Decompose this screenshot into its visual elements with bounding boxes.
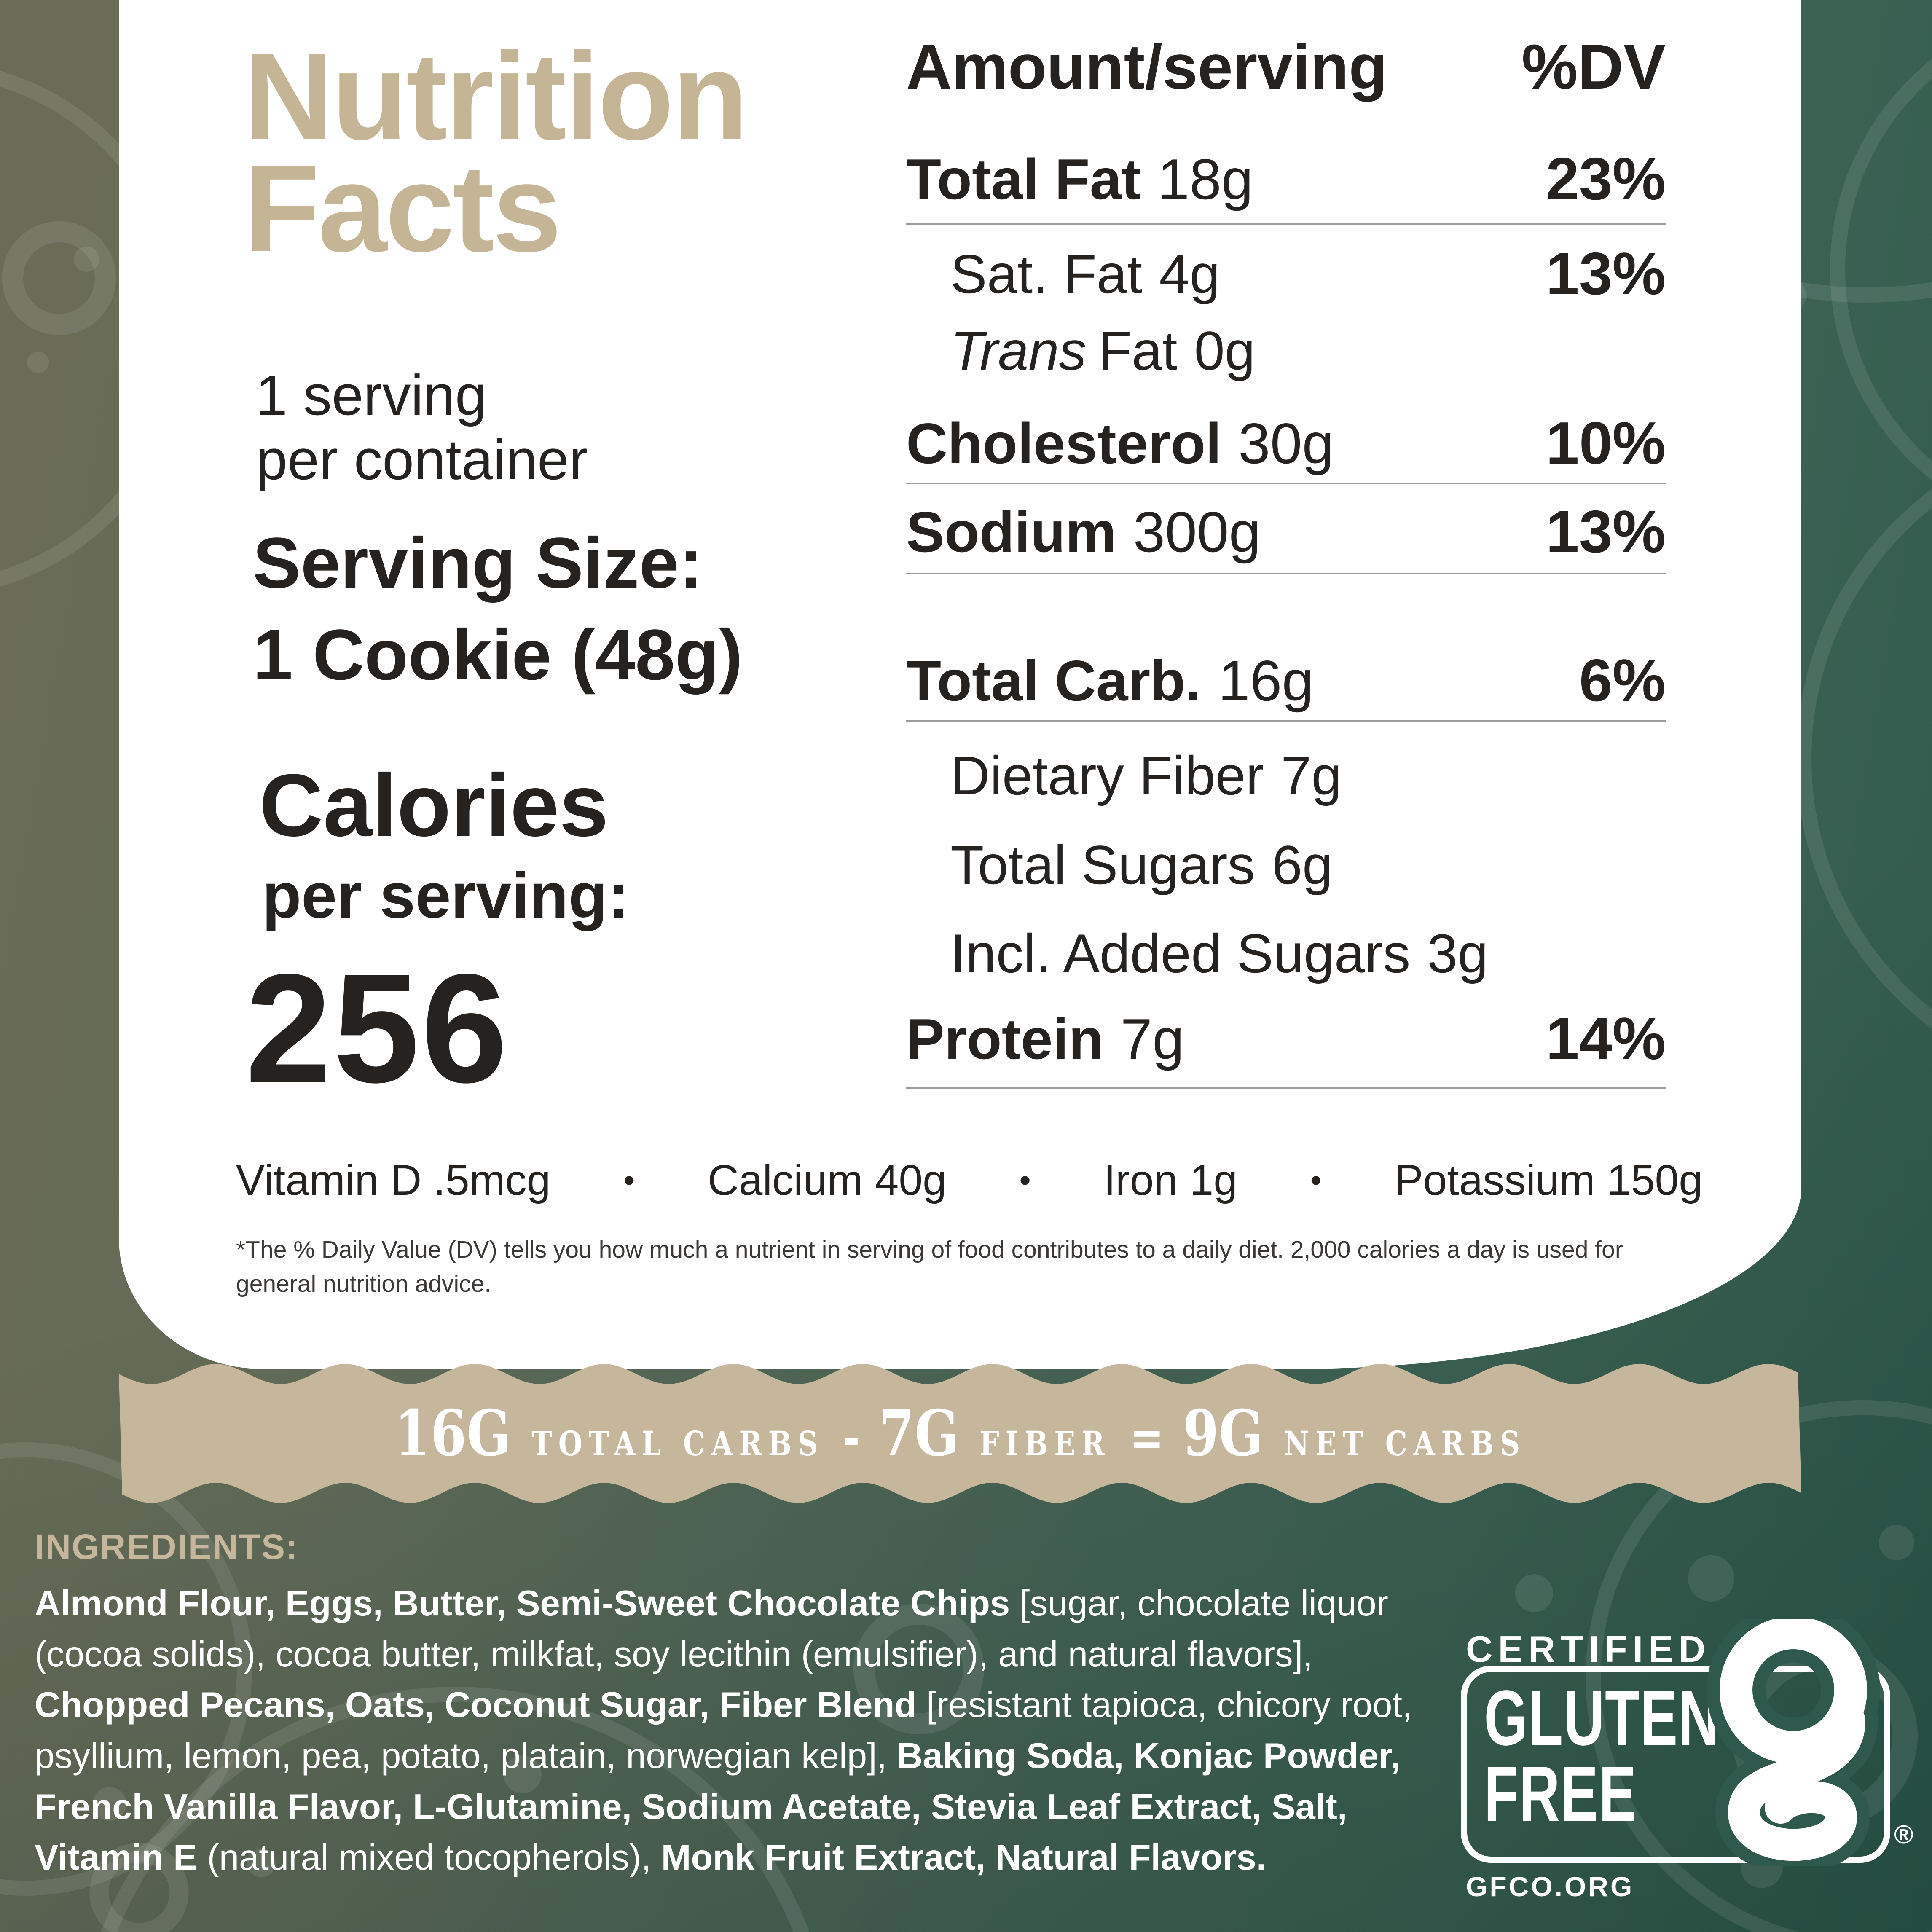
total-carbs-value: 16G	[394, 1396, 511, 1470]
nutrient-value: 6g	[1272, 834, 1333, 896]
title-line-1: Nutrition	[244, 27, 748, 166]
gluten-free-g-icon	[1707, 1619, 1880, 1866]
micronutrient-calcium: Calcium 40g	[707, 1156, 947, 1204]
nutrient-name: Sat. Fat	[950, 243, 1143, 305]
divider	[906, 223, 1666, 225]
table-header-row: Amount/serving %DV	[906, 31, 1666, 102]
nutrient-dv: 13%	[1546, 498, 1666, 565]
nutrient-value: 4g	[1159, 243, 1220, 305]
micronutrient-vitamin-d: Vitamin D .5mcg	[236, 1156, 551, 1204]
calories-label: Calories	[259, 756, 609, 855]
divider	[906, 573, 1666, 574]
row-added-sugars: Incl. Added Sugars 3g	[950, 920, 1666, 987]
nutrient-name-italic: Trans	[950, 320, 1087, 381]
free-word: FREE	[1484, 1750, 1637, 1838]
row-dietary-fiber: Dietary Fiber 7g	[950, 742, 1666, 809]
nutrient-value: 300g	[1133, 500, 1261, 564]
nutrition-table: Amount/serving %DV Total Fat 18g 23% Sat…	[906, 0, 1666, 1138]
title-line-2: Facts	[244, 138, 562, 278]
servings-line-2: per container	[256, 427, 588, 491]
label-card: Nutrition Facts 1 serving per container …	[119, 0, 1801, 1369]
gluten-word: GLUTEN	[1484, 1674, 1720, 1762]
nutrient-dv: 14%	[1546, 1005, 1666, 1072]
total-carbs-label: TOTAL CARBS	[531, 1424, 824, 1463]
nutrient-name: Dietary Fiber	[950, 745, 1264, 806]
banner-wave	[119, 1364, 1801, 1503]
nutrient-value: 0g	[1194, 320, 1256, 381]
row-total-carb: Total Carb. 16g 6%	[906, 647, 1666, 714]
amount-serving-header: Amount/serving	[906, 31, 1387, 102]
servings-per-container: 1 serving per container	[256, 363, 588, 492]
gfco-url: GFCO.ORG	[1466, 1871, 1634, 1902]
net-carbs-equation: 16G TOTAL CARBS - 7G FIBER = 9G NET CARB…	[119, 1363, 1801, 1504]
nutrient-value: 30g	[1238, 411, 1334, 475]
divider	[906, 1087, 1666, 1089]
fiber-label: FIBER	[979, 1424, 1111, 1463]
row-total-sugars: Total Sugars 6g	[950, 831, 1666, 899]
certified-label: CERTIFIED	[1466, 1628, 1711, 1670]
banner-wave-shape	[119, 1364, 1801, 1503]
nutrition-facts-title: Nutrition Facts	[244, 27, 748, 278]
micronutrients-row: Vitamin D .5mcg • Calcium 40g • Iron 1g …	[236, 1156, 1703, 1205]
serving-size-value: 1 Cookie (48g)	[253, 614, 743, 695]
fiber-value: 7G	[878, 1396, 959, 1470]
gluten-free-box: GLUTEN FREE	[1461, 1666, 1890, 1863]
divider	[906, 720, 1666, 722]
registered-mark: ®	[1894, 1820, 1913, 1849]
nutrient-name: Total Fat	[906, 147, 1141, 211]
ingredients-heading: INGREDIENTS:	[35, 1527, 299, 1567]
nutrient-value: 3g	[1427, 923, 1488, 984]
bullet-separator: •	[1310, 1162, 1322, 1199]
row-sodium: Sodium 300g 13%	[906, 498, 1666, 566]
nutrient-dv: 10%	[1546, 410, 1666, 477]
nutrient-value: 18g	[1157, 147, 1253, 211]
nutrient-dv: 13%	[1546, 240, 1666, 307]
calories-value: 256	[245, 942, 509, 1115]
net-carbs-value: 9G	[1182, 1396, 1263, 1470]
row-trans-fat: Trans Fat 0g	[950, 317, 1666, 384]
nutrient-name: Total Carb.	[906, 649, 1202, 713]
net-carbs-label: NET CARBS	[1283, 1424, 1526, 1463]
bullet-separator: •	[1019, 1162, 1031, 1199]
nutrient-value: 16g	[1218, 649, 1314, 713]
nutrient-name: Protein	[906, 1007, 1104, 1071]
ingredients-text: Almond Flour, Eggs, Butter, Semi-Sweet C…	[35, 1583, 1412, 1878]
nutrient-name: Sodium	[906, 500, 1116, 564]
gluten-free-wordmark: GLUTEN FREE	[1484, 1674, 1720, 1838]
minus-sign: -	[842, 1408, 860, 1468]
nutrient-dv: 23%	[1546, 145, 1666, 212]
row-total-fat: Total Fat 18g 23%	[906, 145, 1666, 213]
nutrient-dv: 6%	[1579, 647, 1666, 714]
nutrient-name: Cholesterol	[906, 411, 1222, 475]
divider	[906, 483, 1666, 484]
equals-sign: =	[1129, 1408, 1164, 1468]
nutrient-name: Fat	[1098, 320, 1178, 381]
nutrient-name: Incl. Added Sugars	[950, 923, 1411, 984]
nutrient-name: Total Sugars	[950, 834, 1255, 896]
row-cholesterol: Cholesterol 30g 10%	[906, 410, 1666, 477]
nutrient-value: 7g	[1120, 1007, 1184, 1071]
row-sat-fat: Sat. Fat 4g 13%	[950, 240, 1666, 308]
serving-size: Serving Size: 1 Cookie (48g)	[253, 518, 743, 701]
net-carbs-banner: 16G TOTAL CARBS - 7G FIBER = 9G NET CARB…	[119, 1363, 1801, 1504]
micronutrient-potassium: Potassium 150g	[1394, 1156, 1703, 1204]
nutrient-value: 7g	[1281, 745, 1342, 806]
dv-footnote: *The % Daily Value (DV) tells you how mu…	[236, 1236, 1623, 1297]
bullet-separator: •	[623, 1162, 635, 1199]
servings-line-1: 1 serving	[256, 363, 487, 427]
dv-header: %DV	[1521, 31, 1666, 102]
ingredients-section: INGREDIENTS: Almond Flour, Eggs, Butter,…	[35, 1527, 1430, 1884]
micronutrient-iron: Iron 1g	[1103, 1156, 1237, 1204]
row-protein: Protein 7g 14%	[906, 1005, 1666, 1073]
calories-sublabel: per serving:	[262, 860, 629, 931]
serving-size-label: Serving Size:	[253, 523, 703, 603]
